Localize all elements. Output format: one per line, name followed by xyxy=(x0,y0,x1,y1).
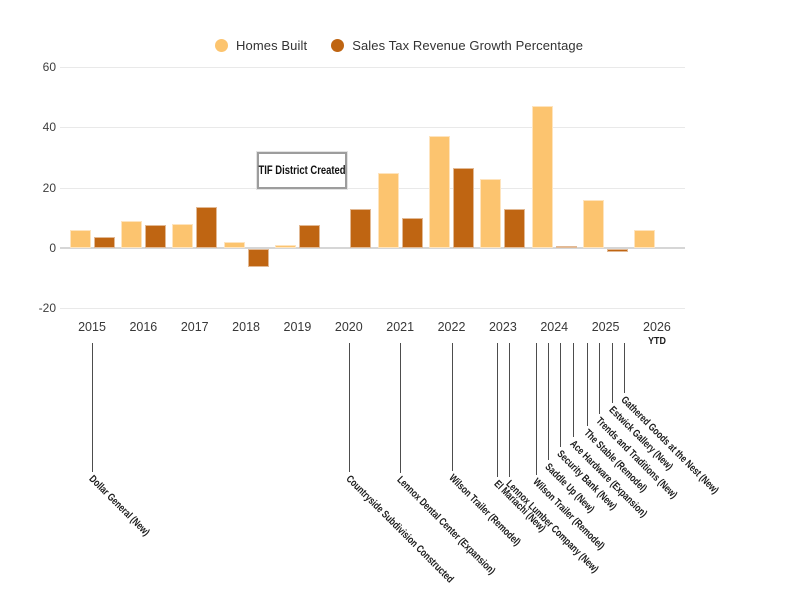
annotation-line xyxy=(599,343,601,414)
bar-sales-tax-2015 xyxy=(93,237,115,248)
annotation-line xyxy=(348,343,350,472)
bar-homes-built-2025 xyxy=(583,199,605,248)
annotation-line xyxy=(400,343,402,473)
bar-sales-tax-2020 xyxy=(350,208,372,248)
x-axis-year-label: 2018 xyxy=(232,320,260,334)
x-axis-year-label: 2026 YTD xyxy=(627,320,687,348)
x-axis-year-label: 2020 xyxy=(334,320,363,334)
y-axis-tick-label: 20 xyxy=(42,180,56,195)
gridline-y20 xyxy=(60,187,685,189)
bar-homes-built-2021 xyxy=(377,172,399,248)
bar-sales-tax-2024 xyxy=(555,246,577,249)
bar-sales-tax-2016 xyxy=(144,225,166,248)
annotation-line xyxy=(611,343,613,403)
bar-homes-built-2022 xyxy=(429,136,451,248)
bar-sales-tax-2022 xyxy=(453,167,475,248)
chart-legend: Homes Built Sales Tax Revenue Growth Perc… xyxy=(215,38,583,53)
bar-homes-built-2016 xyxy=(120,220,142,248)
gridline-y-20 xyxy=(60,308,685,310)
x-axis-year-label: 2017 xyxy=(180,320,209,334)
x-axis-year-label: 2022 xyxy=(437,320,466,334)
legend-dot-icon xyxy=(331,39,345,52)
x-axis-year-label: 2024 xyxy=(540,320,569,334)
tif-district-annotation-box: TIF District Created xyxy=(257,152,347,189)
bar-sales-tax-2019 xyxy=(298,225,320,248)
bar-homes-built-2017 xyxy=(172,223,194,248)
bar-homes-built-2015 xyxy=(69,229,91,248)
legend-dot-icon xyxy=(215,39,228,52)
bar-sales-tax-2018 xyxy=(247,249,269,268)
legend-item-0: Homes Built xyxy=(215,38,307,53)
legend-item-1: Sales Tax Revenue Growth Percentage xyxy=(331,38,583,53)
annotation-line xyxy=(509,343,511,477)
gridline-y60 xyxy=(60,66,685,68)
x-axis-year-label: 2025 xyxy=(591,320,620,334)
annotation-label: Lennox Dental Center (Expansion) xyxy=(394,474,498,578)
annotation-line xyxy=(548,343,550,460)
x-axis-year-label: 2023 xyxy=(488,320,517,334)
x-axis-year-label: 2016 xyxy=(129,320,158,334)
annotation-line xyxy=(572,343,574,437)
y-axis-tick-label: 60 xyxy=(42,59,56,74)
bar-sales-tax-2017 xyxy=(196,207,218,248)
bar-homes-built-2023 xyxy=(480,178,502,248)
x-axis-year-label: 2021 xyxy=(386,320,415,334)
annotation-line xyxy=(496,343,498,477)
annotation-line xyxy=(451,343,453,471)
tif-district-annotation-label: TIF District Created xyxy=(258,164,346,177)
y-axis-tick-label: 40 xyxy=(42,120,56,135)
legend-label: Sales Tax Revenue Growth Percentage xyxy=(352,38,584,53)
gridline-y40 xyxy=(60,127,685,129)
x-axis-year-label: 2015 xyxy=(78,320,106,334)
annotation-line xyxy=(92,343,93,472)
bar-sales-tax-2023 xyxy=(504,208,526,248)
legend-label: Homes Built xyxy=(236,38,308,53)
annotation-label: Dollar General (New) xyxy=(86,473,152,539)
bar-homes-built-2019 xyxy=(274,244,296,248)
x-axis-ytd-label: YTD xyxy=(648,335,666,347)
annotation-line xyxy=(560,343,562,447)
bar-homes-built-2018 xyxy=(223,241,245,248)
y-axis-tick-label: -20 xyxy=(38,301,56,316)
annotation-line xyxy=(587,343,589,426)
annotation-line xyxy=(624,343,626,393)
y-axis-tick-label: 0 xyxy=(49,241,56,255)
bar-sales-tax-2021 xyxy=(401,217,423,248)
annotation-label: Countryside Subdivision Constructed xyxy=(343,473,456,586)
annotation-line xyxy=(535,343,537,475)
bar-homes-built-2024 xyxy=(531,106,553,248)
bar-sales-tax-2025 xyxy=(607,249,629,253)
x-axis-line xyxy=(60,247,685,249)
bar-homes-built-2026 xyxy=(634,229,656,248)
x-axis-year-label: 2019 xyxy=(283,320,312,334)
